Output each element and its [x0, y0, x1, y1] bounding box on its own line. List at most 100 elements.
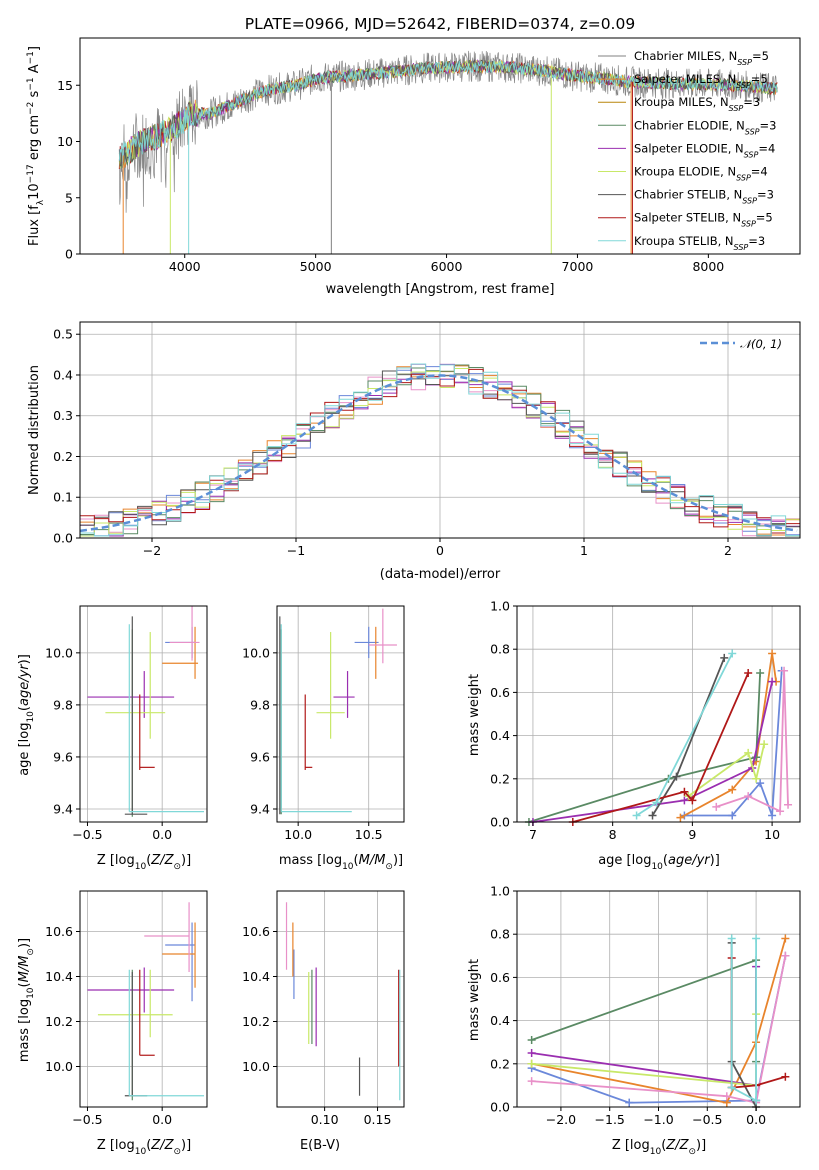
point-marker: [752, 934, 761, 943]
point-marker: [648, 811, 657, 820]
point-marker: [720, 653, 729, 662]
x-tick-label: 0.0: [746, 1112, 766, 1127]
x-tick-label: −0.5: [72, 827, 102, 842]
axes-frame: [79, 890, 208, 1108]
point-marker: [744, 792, 753, 801]
point-marker: [728, 811, 737, 820]
point-marker: [728, 785, 737, 794]
legend-label-chabrier-stelib-n: Chabrier STELIB, NSSP=3: [634, 188, 774, 206]
residuals-xlabel: (data-model)/error: [380, 567, 501, 582]
point-marker: [756, 779, 765, 788]
legend-label-salpeter-elodie-n: Salpeter ELODIE, NSSP=4: [634, 141, 775, 159]
massweight-vs-metallicity-panel: −2.0 −1.5 −1.0 −0.5 0.0 0.0 0.2 0.4 0.6 0.8 1.0: [490, 884, 801, 1127]
point-marker: [676, 813, 685, 822]
mw-age-ylabel: mass weight: [467, 674, 482, 756]
y-tick-label: 10.2: [242, 1014, 270, 1029]
mass-ylabel: mass [log10(M/M⊙)]: [17, 938, 36, 1062]
x-tick-label: 2: [724, 543, 732, 558]
y-tick-label: 0.0: [53, 531, 73, 546]
x-tick-label: −0.5: [692, 1112, 722, 1127]
x-tick-label: 0: [436, 543, 444, 558]
point-marker: [768, 811, 777, 820]
series-line-kroupa-elodie: [687, 743, 765, 797]
y-tick-label: 9.6: [53, 749, 73, 764]
x-tick-label: 8000: [692, 259, 724, 274]
legend-label-kroupa-stelib-n: Kroupa STELIB, NSSP=3: [634, 234, 765, 252]
spectrum-line: [118, 60, 778, 167]
y-tick-label: 0.6: [490, 970, 510, 985]
x-tick-label: 10.5: [355, 827, 383, 842]
axes-frame: [276, 890, 405, 1108]
x-tick-label: 4000: [169, 259, 201, 274]
x-tick-label: 7: [529, 827, 537, 842]
point-marker: [728, 649, 737, 658]
x-tick-label: 5000: [300, 259, 332, 274]
x-tick-label: 0.10: [311, 1112, 339, 1127]
point-marker: [781, 951, 790, 960]
x-tick-label: 8: [609, 827, 617, 842]
point-marker: [527, 1036, 536, 1045]
y-tick-label: 9.8: [250, 697, 270, 712]
point-marker: [744, 748, 753, 757]
spectrum-xlabel: wavelength [Angstrom, rest frame]: [326, 282, 555, 297]
point-marker: [727, 1083, 736, 1092]
mass-vs-ebv-panel: 0.10 0.15 10.0 10.2 10.4 10.6: [242, 890, 405, 1127]
x-tick-label: −2.0: [546, 1112, 576, 1127]
point-marker: [625, 1098, 634, 1107]
residuals-panel: −2 −1 0 1 2 0.0 0.1 0.2 0.3 0.4 0.5 (data-model)/e…: [27, 321, 801, 582]
x-tick-label: −0.5: [72, 1112, 102, 1127]
point-marker: [527, 1077, 536, 1086]
x-tick-label: −1.5: [595, 1112, 625, 1127]
series-line-kroupa-miles: [531, 955, 787, 1104]
x-tick-label: 10: [764, 827, 780, 842]
spectrum-legend: Chabrier MILES, NSSP=5 Salpeter MILES, NS…: [598, 49, 776, 251]
x-tick-label: 0.0: [152, 827, 172, 842]
massweight-vs-age-panel: 7 8 9 10 0.0 0.2 0.4 0.6 0.8 1.0: [490, 599, 801, 842]
y-tick-label: 10.4: [45, 969, 73, 984]
series-line-salpeter-miles: [531, 938, 787, 1104]
y-tick-label: 10: [57, 134, 73, 149]
point-marker: [768, 649, 777, 658]
point-marker: [780, 666, 789, 675]
y-tick-label: 10.4: [242, 969, 270, 984]
y-tick-label: 10.6: [242, 924, 270, 939]
y-tick-label: 1.0: [490, 599, 510, 614]
point-marker: [672, 772, 681, 781]
mw-age-xlabel: age [log10(age/yr)]: [598, 853, 720, 872]
axes-frame: [79, 605, 208, 823]
x-tick-label: −1.0: [643, 1112, 673, 1127]
point-marker: [768, 677, 777, 686]
spectrum-title: PLATE=0966, MJD=52642, FIBERID=0374, z=0…: [245, 15, 635, 33]
normal-legend-label: 𝒩(0, 1): [740, 337, 782, 351]
y-tick-label: 0.8: [490, 642, 510, 657]
histogram-step: [80, 363, 800, 537]
residuals-ylabel: Normed distribution: [27, 365, 42, 495]
M-E-xlabel: E(B-V): [300, 1138, 340, 1153]
x-tick-label: 0.0: [152, 1112, 172, 1127]
y-tick-label: 0.4: [490, 1013, 510, 1028]
y-tick-label: 10.6: [45, 924, 73, 939]
age-vs-mass-panel: 10.0 10.5 9.4 9.6 9.8 10.0: [242, 605, 405, 842]
y-tick-label: 0.3: [53, 408, 73, 423]
point-marker: [527, 1059, 536, 1068]
axes-frame: [276, 605, 405, 823]
x-tick-label: −2: [143, 543, 161, 558]
series-line-salpeter-stelib: [572, 672, 750, 823]
M-Z-xlabel: Z [log10(Z/Z⊙)]: [97, 1138, 191, 1157]
point-marker: [727, 934, 736, 943]
point-marker: [756, 668, 765, 677]
y-tick-label: 5: [65, 190, 73, 205]
y-tick-label: 0.8: [490, 927, 510, 942]
point-marker: [760, 740, 769, 749]
spectrum-panel: PLATE=0966, MJD=52642, FIBERID=0374, z=0…: [26, 15, 801, 297]
y-tick-label: 10.0: [45, 645, 73, 660]
point-marker: [752, 1096, 761, 1105]
mw-Z-ylabel: mass weight: [467, 959, 482, 1041]
normal-legend: 𝒩(0, 1): [700, 337, 782, 351]
series-line-chabrier-elodie: [528, 672, 761, 823]
y-tick-label: 1.0: [490, 884, 510, 899]
point-marker: [632, 811, 641, 820]
y-tick-label: 0.0: [490, 1100, 510, 1115]
legend-label-chabrier-miles-n: Chabrier MILES, NSSP=5: [634, 49, 769, 67]
